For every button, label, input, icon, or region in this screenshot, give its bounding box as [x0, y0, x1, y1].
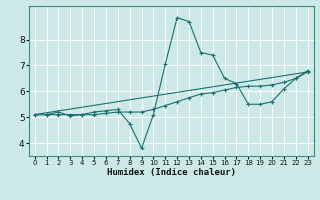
- X-axis label: Humidex (Indice chaleur): Humidex (Indice chaleur): [107, 168, 236, 177]
